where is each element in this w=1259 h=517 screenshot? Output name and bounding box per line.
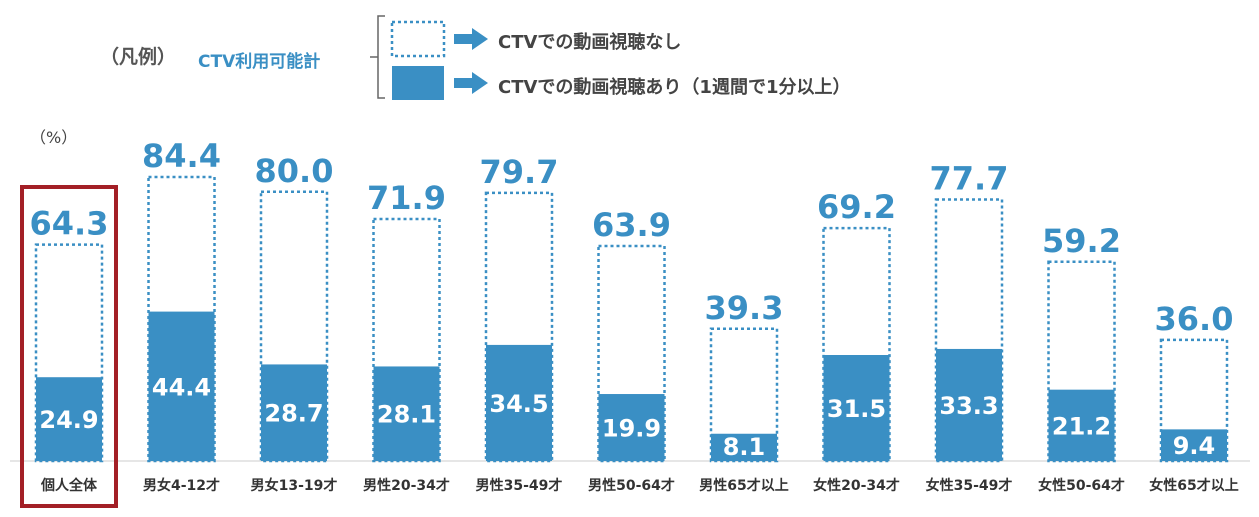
bar-view (486, 344, 552, 461)
highlight-box (20, 185, 118, 508)
bar-total-outline (709, 327, 779, 463)
bar-view (936, 348, 1002, 461)
category-label: 男性65才以上 (699, 477, 788, 494)
view-value-label: 33.3 (939, 392, 998, 420)
category-label: 男性20-34才 (363, 477, 450, 494)
category-label: 女性35-49才 (926, 477, 1013, 494)
bar-view (598, 394, 665, 461)
total-value-label: 59.2 (1042, 222, 1121, 260)
total-value-label: 64.3 (30, 205, 109, 243)
view-value-label: 24.9 (39, 406, 98, 434)
legend-arrow-icon (454, 28, 488, 50)
view-value-label: 28.1 (377, 401, 436, 429)
view-value-label: 34.5 (489, 390, 548, 418)
view-value-label: 9.4 (1173, 432, 1216, 460)
view-value-label: 21.2 (1052, 412, 1111, 440)
category-label: 女性20-34才 (813, 477, 900, 494)
total-value-label: 39.3 (705, 289, 784, 327)
total-value-label: 80.0 (255, 152, 334, 190)
legend-swatch-dotted (390, 20, 446, 58)
category-label: 個人全体 (40, 477, 98, 494)
view-value-label: 19.9 (602, 415, 661, 443)
category-label: 女性50-64才 (1038, 477, 1125, 494)
legend-arrow-icon (454, 72, 488, 94)
bar-total-outline (1159, 338, 1229, 463)
bar-view (148, 311, 215, 461)
bar-view (1161, 429, 1227, 461)
bar-view (373, 366, 440, 461)
bar-view (823, 355, 890, 461)
total-value-label: 84.4 (142, 137, 221, 175)
category-label: 女性65才以上 (1149, 477, 1238, 494)
legend-series-label: CTV利用可能計 (198, 52, 321, 72)
bar-total-outline (34, 243, 104, 463)
legend-item-no-view: CTVでの動画視聴なし (498, 32, 682, 53)
legend-bracket (370, 15, 385, 99)
category-label: 男女13-19才 (251, 477, 338, 494)
total-value-label: 63.9 (592, 206, 671, 244)
bar-view (1048, 389, 1115, 461)
legend-graphics (370, 15, 488, 100)
bar-view (36, 377, 102, 461)
total-value-label: 71.9 (367, 179, 446, 217)
bar-total-outline (372, 217, 441, 463)
total-value-label: 69.2 (817, 188, 896, 226)
legend-swatch-filled (392, 66, 444, 100)
view-value-label: 31.5 (827, 395, 886, 423)
view-value-label: 44.4 (152, 373, 211, 401)
bars: 64.3 24.9 個人全体 84.4 44.4 男女4-12才 80.0 28.7 男女13-… (20, 137, 1239, 508)
total-value-label: 36.0 (1155, 300, 1234, 338)
total-value-label: 79.7 (480, 153, 559, 191)
bar-total-outline (1047, 260, 1116, 463)
legend-item-view: CTVでの動画視聴あり（1週間で1分以上） (498, 77, 851, 98)
category-label: 男性50-64才 (588, 477, 675, 494)
view-value-label: 28.7 (264, 400, 323, 428)
bar-view (261, 364, 327, 461)
legend-title: （凡例） (100, 46, 177, 68)
category-label: 男性35-49才 (476, 477, 563, 494)
category-label: 男女4-12才 (143, 477, 220, 494)
unit-label: （%） (30, 128, 78, 147)
view-value-label: 8.1 (723, 433, 766, 461)
bar-view (711, 433, 777, 461)
total-value-label: 77.7 (930, 160, 1009, 198)
